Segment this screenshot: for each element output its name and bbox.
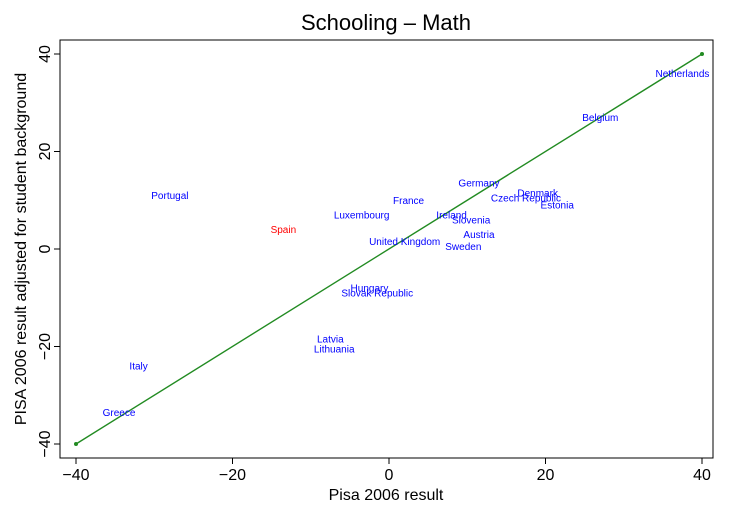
reference-line-start: [74, 442, 78, 446]
point-label: Estonia: [541, 201, 575, 212]
point-label: Czech Republic: [491, 193, 561, 204]
y-tick-label: 0: [37, 244, 54, 253]
point-label: United Kingdom: [369, 237, 440, 248]
point-label: Austria: [463, 230, 495, 241]
point-label: Slovenia: [452, 215, 491, 226]
point-label: France: [393, 196, 425, 207]
y-tick-label: 40: [37, 45, 54, 63]
plot-frame: [59, 39, 714, 459]
x-tick-label: 20: [537, 467, 555, 484]
y-tick-label: −40: [37, 430, 54, 457]
point-label: Netherlands: [655, 69, 709, 80]
point-label: Sweden: [445, 242, 481, 253]
x-axis-label: Pisa 2006 result: [329, 487, 444, 504]
point-label: Denmark: [517, 188, 559, 199]
point-label: Hungary: [351, 284, 389, 295]
point-label: Slovak Republic: [341, 288, 413, 299]
reference-line: [75, 53, 703, 445]
point-label: Luxembourg: [334, 210, 390, 221]
point-label: Spain: [271, 225, 297, 236]
y-tick-label: 20: [37, 143, 54, 161]
point-label: Portugal: [151, 191, 188, 202]
x-tick-label: −40: [62, 467, 89, 484]
reference-line-end: [700, 52, 704, 56]
y-axis-label: PISA 2006 result adjusted for student ba…: [13, 73, 30, 425]
y-tick-label: −20: [37, 333, 54, 360]
point-label: Latvia: [317, 335, 344, 346]
reference-line-group: [74, 52, 704, 446]
point-label: Ireland: [436, 210, 467, 221]
y-axis-ticks: −40 −20 0 20 40: [37, 45, 60, 458]
point-label: Belgium: [582, 113, 618, 124]
point-label: Italy: [129, 362, 147, 373]
x-tick-label: 0: [385, 467, 394, 484]
x-tick-label: 40: [693, 467, 711, 484]
x-axis-ticks: −40 −20 0 20 40: [62, 458, 711, 484]
point-label: Germany: [458, 179, 499, 190]
point-label: Lithuania: [314, 344, 355, 355]
point-label: Greece: [103, 408, 136, 419]
chart-title: Schooling – Math: [301, 10, 471, 35]
x-tick-label: −20: [219, 467, 246, 484]
